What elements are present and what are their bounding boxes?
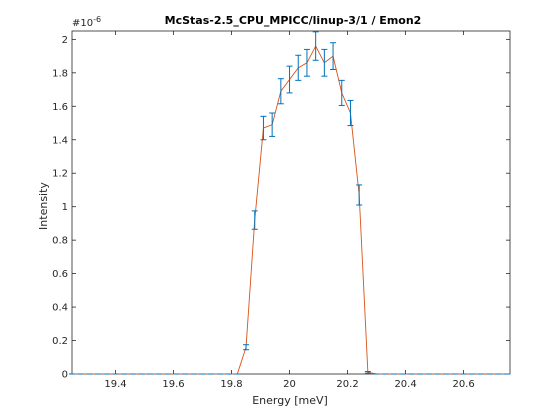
x-tick-label: 19.6 bbox=[162, 379, 184, 390]
data-point-errorbar bbox=[347, 99, 354, 127]
data-point-errorbar bbox=[269, 112, 276, 137]
y-tick-label: 1.4 bbox=[52, 135, 68, 146]
x-tick-label: 20 bbox=[283, 379, 296, 390]
y-exponent-power: -6 bbox=[93, 15, 101, 24]
y-tick-label: 0.4 bbox=[52, 303, 68, 314]
y-tick-label: 1 bbox=[62, 202, 68, 213]
data-point-errorbar bbox=[356, 184, 363, 206]
errorbar-group bbox=[69, 31, 511, 375]
x-tick-label: 19.4 bbox=[104, 379, 126, 390]
x-axis-label: Energy [meV] bbox=[252, 394, 328, 407]
y-tick-label: 1.2 bbox=[52, 169, 68, 180]
data-point-errorbar bbox=[338, 79, 345, 106]
y-axis-label: Intensity bbox=[37, 182, 50, 230]
data-point-errorbar bbox=[303, 48, 310, 77]
data-point-errorbar bbox=[295, 54, 302, 81]
y-exponent-base: #10 bbox=[72, 18, 93, 29]
x-tick-label: 20.4 bbox=[394, 379, 416, 390]
x-tick-label: 20.6 bbox=[452, 379, 474, 390]
x-tick-label: 19.8 bbox=[220, 379, 242, 390]
axes-box bbox=[71, 30, 511, 375]
axis-ticks: 19.4 19.6 19.8 20 20.2 20.4 20.6 0 0.2 0.4 0.6 0.8 1… bbox=[52, 31, 510, 390]
data-point-errorbar bbox=[321, 48, 328, 77]
y-tick-label: 1.6 bbox=[52, 102, 68, 113]
y-tick-label: 0.8 bbox=[52, 236, 68, 247]
data-point-errorbar bbox=[312, 31, 319, 61]
data-point-errorbar bbox=[251, 210, 258, 230]
y-tick-label: 2 bbox=[62, 35, 68, 46]
y-tick-label: 1.8 bbox=[52, 68, 68, 79]
plot-area: 19.4 19.6 19.8 20 20.2 20.4 20.6 0 0.2 0.4 0.6 0.8 1… bbox=[52, 30, 511, 390]
data-point-errorbar bbox=[243, 344, 250, 351]
data-point-errorbar bbox=[286, 65, 293, 94]
x-tick-label: 20.2 bbox=[336, 379, 358, 390]
chart-title: McStas-2.5_CPU_MPICC/linup-3/1 / Emon2 bbox=[165, 14, 422, 27]
y-tick-label: 0.6 bbox=[52, 269, 68, 280]
data-point-errorbar bbox=[364, 370, 371, 374]
y-tick-label: 0 bbox=[62, 370, 68, 381]
y-tick-label: 0.2 bbox=[52, 336, 68, 347]
data-point-errorbar bbox=[330, 42, 337, 70]
data-point-errorbar bbox=[260, 115, 267, 141]
data-point-errorbar bbox=[277, 78, 284, 105]
y-exponent-label: #10-6 bbox=[72, 15, 101, 29]
